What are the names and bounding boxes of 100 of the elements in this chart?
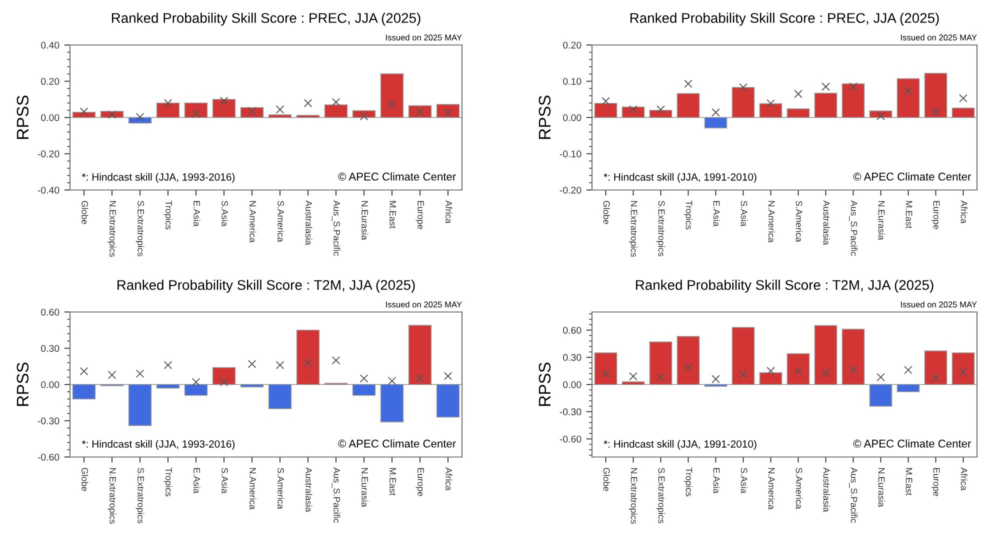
point xyxy=(849,366,858,374)
x-tick-label: S.America xyxy=(278,200,284,242)
point xyxy=(876,112,885,120)
y-axis-title: RPSS xyxy=(538,96,551,139)
bar xyxy=(594,352,618,385)
bar xyxy=(896,384,920,392)
point xyxy=(602,369,610,378)
bar xyxy=(952,352,975,385)
point xyxy=(192,378,200,386)
chart-title: Ranked Probability Skill Score : T2M, JJA (2025) xyxy=(636,280,934,293)
bar xyxy=(869,384,892,407)
x-tick-label: E.Asia xyxy=(713,468,720,494)
x-tick-label: Africa xyxy=(960,200,968,224)
point xyxy=(248,360,256,368)
point xyxy=(360,374,368,383)
y-tick-label: -0.20 xyxy=(560,186,582,194)
bar xyxy=(268,384,292,410)
bar xyxy=(704,117,728,128)
annotation: © APEC Climate Center xyxy=(338,439,456,448)
x-tick-label: Australasia xyxy=(823,200,830,246)
x-tick-label: S.America xyxy=(278,468,284,510)
x-tick-label: N.America xyxy=(768,468,775,510)
y-tick-label: 0.30 xyxy=(41,344,60,352)
point xyxy=(684,363,692,372)
x-tick-label: S.Extratropics xyxy=(656,200,665,256)
y-tick-label: -0.30 xyxy=(38,417,60,424)
x-tick-label: N.America xyxy=(250,201,256,243)
y-tick-label: -0.20 xyxy=(38,150,60,158)
bar xyxy=(352,384,376,396)
bar xyxy=(759,372,782,385)
point xyxy=(136,369,144,378)
x-tick-label: S.Extratropics xyxy=(136,200,144,256)
x-tick-label: E.Asia xyxy=(194,468,200,494)
x-tick-label: Tropics xyxy=(164,200,172,230)
chart-title: Ranked Probability Skill Score : T2M, JJA (2025) xyxy=(118,280,415,293)
point xyxy=(739,83,748,92)
point xyxy=(822,368,830,377)
point xyxy=(220,96,228,105)
y-tick-label: -0.40 xyxy=(38,186,60,194)
text: Issued on 2025 MAY xyxy=(901,301,977,308)
x-tick-label: Europe xyxy=(416,468,424,496)
bar xyxy=(128,384,152,426)
y-axis-title: RPSS xyxy=(16,96,29,139)
bar xyxy=(732,86,755,118)
bar xyxy=(240,384,264,388)
text: Issued on 2025 MAY xyxy=(386,34,462,40)
y-tick-label: -0.60 xyxy=(38,454,60,461)
bar xyxy=(324,104,348,118)
annotation: *: Hindcast skill (JJA, 1993-2016) xyxy=(82,440,235,450)
point xyxy=(80,367,88,376)
point xyxy=(108,370,116,379)
point xyxy=(849,82,858,91)
y-tick-label: -0.60 xyxy=(560,436,582,442)
bar xyxy=(184,102,208,118)
y-tick-label: 0.60 xyxy=(563,326,582,334)
point xyxy=(304,358,312,367)
y-tick-label: 0.00 xyxy=(41,114,60,122)
bar xyxy=(622,106,645,118)
point xyxy=(712,374,720,384)
x-tick-label: N.Eurasia xyxy=(878,468,885,508)
bar xyxy=(380,384,404,422)
bar xyxy=(268,114,292,118)
x-tick-label: Globe xyxy=(82,468,88,492)
y-axis-title: RPSS xyxy=(538,362,551,406)
x-tick-label: S.Extratropics xyxy=(656,468,665,524)
bar xyxy=(786,353,810,385)
x-tick-label: Australasia xyxy=(306,200,312,246)
bar xyxy=(296,330,320,385)
x-tick-label: N.Extratropics xyxy=(629,201,638,257)
point xyxy=(388,100,396,109)
point xyxy=(766,99,775,108)
bar xyxy=(786,108,810,118)
x-tick-label: M.East xyxy=(390,201,396,228)
bar xyxy=(924,350,948,385)
point xyxy=(276,361,284,370)
x-tick-label: M.East xyxy=(906,201,912,228)
x-tick-label: S.Asia xyxy=(222,468,228,494)
x-tick-label: Europe xyxy=(932,201,940,230)
chart-title: Ranked Probability Skill Score : PREC, JJA (2025) xyxy=(112,12,420,26)
annotation: *: Hindcast skill (JJA, 1993-2016) xyxy=(82,173,235,183)
annotation: *: Hindcast skill (JJA, 1991-2010) xyxy=(604,440,756,450)
x-tick-label: Aus_S.Pacific xyxy=(849,467,858,523)
x-tick-label: Australasia xyxy=(823,467,830,512)
x-tick-label: S.America xyxy=(796,200,802,242)
x-tick-label: S.Extratropics xyxy=(136,468,144,524)
point xyxy=(164,361,172,370)
x-tick-label: S.America xyxy=(796,468,802,510)
y-tick-label: 0.20 xyxy=(41,78,60,85)
x-tick-label: Europe xyxy=(416,201,424,230)
x-tick-label: M.East xyxy=(390,468,396,496)
bar xyxy=(842,328,865,385)
point xyxy=(876,373,885,382)
y-tick-label: 0.40 xyxy=(41,42,60,49)
point xyxy=(304,99,312,108)
x-tick-label: N.Extratropics xyxy=(629,468,638,524)
bar xyxy=(408,324,432,385)
annotation: © APEC Climate Center xyxy=(853,439,972,448)
point xyxy=(932,108,940,116)
bar xyxy=(100,110,124,118)
bar xyxy=(184,384,208,396)
